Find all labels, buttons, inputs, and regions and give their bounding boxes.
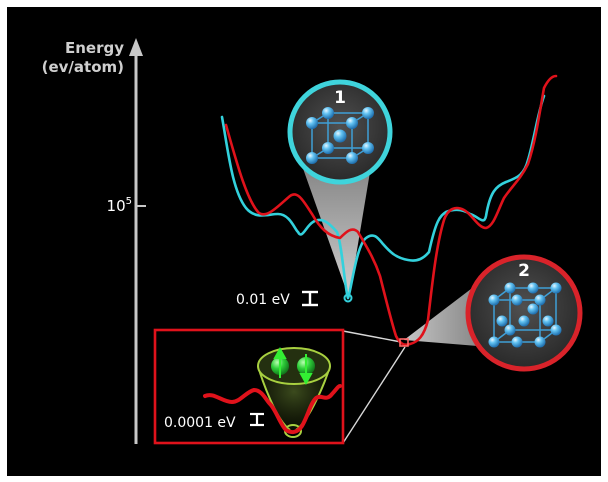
minimum-marker-1	[343, 293, 353, 303]
spin-down-arrow-icon	[299, 373, 313, 386]
badge-1-label: 1	[334, 88, 346, 108]
gap-main-label: 0.01 eV	[236, 292, 290, 308]
axis-tick-label: 105	[107, 196, 132, 215]
axis-title-line1: Energy	[65, 39, 124, 57]
minimum-marker-2	[399, 338, 409, 347]
energy-gap-main: 0.01 eV	[236, 290, 318, 308]
structure-badge-1: 1	[287, 79, 393, 185]
inset-connector-bottom	[342, 346, 406, 444]
axis-arrow-icon	[129, 38, 143, 56]
energy-curve-cyan	[220, 94, 546, 300]
energy-axis: Energy (ev/atom) 105	[42, 38, 146, 444]
zoom-inset: 0.0001 eV	[153, 328, 345, 445]
energy-curve-red	[224, 74, 558, 347]
inset-energy-curve	[203, 384, 342, 435]
axis-title-line2: (ev/atom)	[42, 58, 124, 76]
spin-up-arrow-icon	[273, 346, 287, 359]
inset-connector-top	[342, 330, 402, 343]
badge-2-label: 2	[518, 261, 530, 281]
gap-inset-label: 0.0001 eV	[164, 415, 236, 431]
structure-badge-2: 2	[465, 254, 583, 372]
